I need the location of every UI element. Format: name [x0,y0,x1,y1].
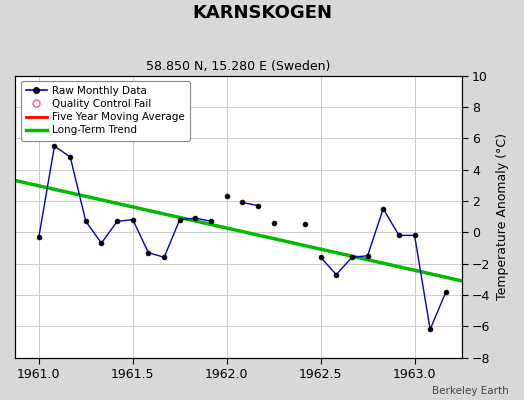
Raw Monthly Data [83,219,89,224]
Legend: Raw Monthly Data, Quality Control Fail, Five Year Moving Average, Long-Term Tren: Raw Monthly Data, Quality Control Fail, … [20,81,190,140]
Raw Monthly Data [161,255,167,260]
Text: Berkeley Earth: Berkeley Earth [432,386,508,396]
Raw Monthly Data [192,216,199,220]
Raw Monthly Data [114,219,121,224]
Raw Monthly Data [177,217,183,222]
Raw Monthly Data [36,234,42,239]
Raw Monthly Data [129,217,136,222]
Title: 58.850 N, 15.280 E (Sweden): 58.850 N, 15.280 E (Sweden) [146,60,331,73]
Raw Monthly Data [99,241,105,246]
Y-axis label: Temperature Anomaly (°C): Temperature Anomaly (°C) [496,133,509,300]
Line: Raw Monthly Data: Raw Monthly Data [37,144,214,260]
Raw Monthly Data [145,250,151,255]
Raw Monthly Data [208,219,214,224]
Text: KARNSKOGEN: KARNSKOGEN [192,4,332,22]
Raw Monthly Data [67,155,73,160]
Raw Monthly Data [51,144,58,148]
